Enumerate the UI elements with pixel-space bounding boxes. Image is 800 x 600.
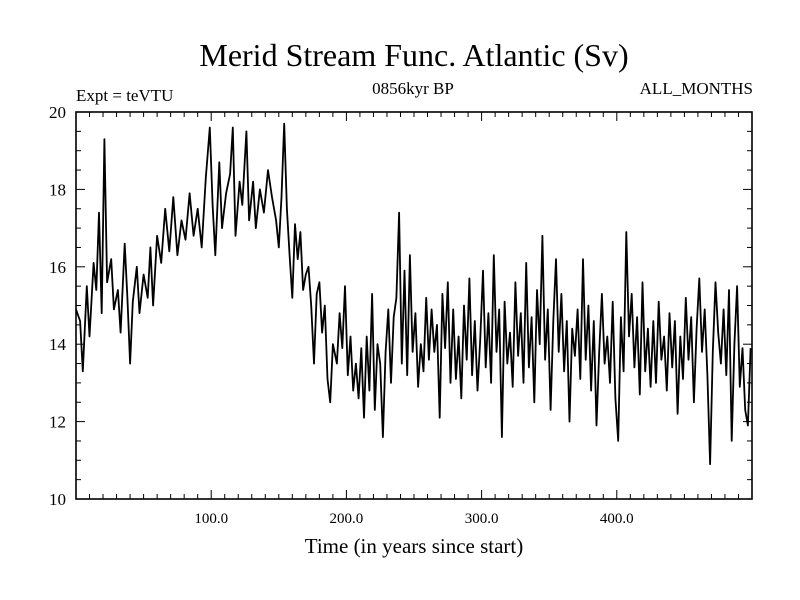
x-tick-label: 100.0 — [194, 511, 228, 527]
x-tick-label: 200.0 — [330, 511, 364, 527]
x-axis-label: Time (in years since start) — [305, 534, 524, 558]
x-tick-label: 400.0 — [600, 511, 634, 527]
y-tick-label: 18 — [49, 180, 66, 199]
y-tick-labels: 10 12 14 16 18 20 — [49, 103, 67, 509]
chart-title: Merid Stream Func. Atlantic (Sv) — [199, 37, 628, 73]
x-tick-label: 300.0 — [465, 511, 499, 527]
period-label: 0856kyr BP — [372, 79, 454, 98]
series-line — [75, 122, 752, 466]
y-tick-label: 20 — [49, 103, 66, 122]
experiment-label: Expt = teVTU — [76, 86, 173, 105]
y-tick-label: 12 — [49, 413, 66, 432]
plot-frame — [75, 111, 753, 500]
x-tick-labels: 100.0 200.0 300.0 400.0 — [194, 511, 633, 527]
y-tick-label: 16 — [49, 258, 66, 277]
months-label: ALL_MONTHS — [640, 79, 753, 98]
y-tick-label: 10 — [49, 490, 66, 509]
axis-ticks — [76, 112, 752, 499]
y-tick-label: 14 — [49, 335, 67, 354]
